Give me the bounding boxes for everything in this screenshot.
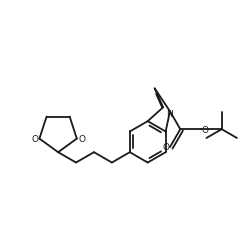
Text: N: N <box>167 109 173 118</box>
Text: O: O <box>78 135 85 144</box>
Text: O: O <box>163 142 170 151</box>
Text: O: O <box>202 125 209 134</box>
Text: O: O <box>31 135 38 144</box>
